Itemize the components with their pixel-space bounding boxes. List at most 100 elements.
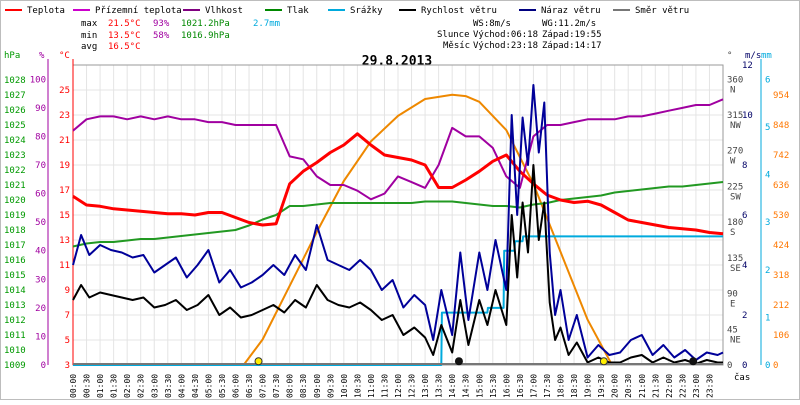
sunrise-info: Východ:06:18 xyxy=(473,30,538,40)
tick-label-time: 22:30 xyxy=(678,374,687,398)
tick-label-rain: 5 xyxy=(765,123,770,133)
tick-label-time: 07:30 xyxy=(272,374,281,398)
tick-label-wind: 10 xyxy=(742,111,753,121)
tick-label-time: 18:00 xyxy=(557,374,566,398)
tick-label-time: 14:00 xyxy=(448,374,457,398)
wind-gust-info: WG:11.2m/s xyxy=(542,19,596,29)
tick-label-time: 02:00 xyxy=(123,374,132,398)
tick-label-time: 23:30 xyxy=(705,374,714,398)
tick-label-hpa: 1024 xyxy=(4,136,26,146)
stat-max-rain: 2.7mm xyxy=(253,19,280,29)
tick-label-compass: N xyxy=(730,85,735,95)
tick-label-humidity: 60 xyxy=(35,190,46,200)
tick-label-time: 16:00 xyxy=(502,374,511,398)
tick-label-time: 22:00 xyxy=(665,374,674,398)
tick-label-direction: 0 xyxy=(727,361,732,371)
tick-label-time: 03:30 xyxy=(164,374,173,398)
tick-label-radiation: 424 xyxy=(773,241,789,251)
tick-label-time: 21:30 xyxy=(651,374,660,398)
tick-label-hpa: 1021 xyxy=(4,181,26,191)
tick-label-wind: 2 xyxy=(742,311,747,321)
tick-label-radiation: 0 xyxy=(773,361,778,371)
tick-label-hpa: 1027 xyxy=(4,91,26,101)
tick-label-hpa: 1020 xyxy=(4,196,26,206)
tick-label-time: 11:30 xyxy=(380,374,389,398)
tick-label-rain: 1 xyxy=(765,313,770,323)
tick-label-humidity: 0 xyxy=(41,361,46,371)
axis-label-temperature: °C xyxy=(59,51,70,61)
tick-label-hpa: 1010 xyxy=(4,346,26,356)
event-marker xyxy=(599,357,608,366)
tick-label-time: 04:30 xyxy=(191,374,200,398)
tick-label-humidity: 80 xyxy=(35,132,46,142)
tick-label-direction: 315 xyxy=(727,111,743,121)
x-axis-ticks: 00:00 00:30 01:00 01:30 02:00 02:30 03:00 03:30… xyxy=(69,374,714,398)
series-line-wm2 xyxy=(242,93,613,366)
event-markers xyxy=(254,357,698,366)
tick-label-time: 10:00 xyxy=(340,374,349,398)
tick-label-temperature: 9 xyxy=(65,286,70,296)
tick-label-rain: 4 xyxy=(765,171,770,181)
tick-label-compass: SW xyxy=(730,192,741,202)
tick-label-time: 21:00 xyxy=(638,374,647,398)
stat-min-pressure: 1016.9hPa xyxy=(181,31,230,41)
tick-label-time: 04:00 xyxy=(177,374,186,398)
tick-label-hpa: 1014 xyxy=(4,286,26,296)
tick-label-time: 12:00 xyxy=(394,374,403,398)
moonset-info: Západ:14:17 xyxy=(542,41,602,51)
chart-title: 29.8.2013 xyxy=(362,54,432,69)
tick-label-hpa: 1009 xyxy=(4,361,26,371)
moonrise-info: Východ:23:18 xyxy=(473,41,538,51)
tick-label-compass: W xyxy=(730,157,736,167)
legend-entry: Náraz větru xyxy=(541,6,601,16)
tick-label-humidity: 100 xyxy=(30,75,46,85)
tick-label-time: 23:00 xyxy=(692,374,701,398)
tick-label-humidity: 30 xyxy=(35,275,46,285)
tick-label-time: 11:00 xyxy=(367,374,376,398)
legend-entry: Srážky xyxy=(350,6,383,16)
tick-label-humidity: 20 xyxy=(35,304,46,314)
tick-label-radiation: 848 xyxy=(773,121,789,131)
wind-speed-info: WS:8m/s xyxy=(473,19,511,29)
series-line-ms xyxy=(72,84,724,361)
axis-label-humidity: % xyxy=(39,51,45,61)
tick-label-wind: 12 xyxy=(742,61,753,71)
tick-label-rain: 0 xyxy=(765,361,770,371)
series-line-pct xyxy=(72,98,724,201)
tick-label-hpa: 1028 xyxy=(4,76,26,86)
tick-label-time: 00:30 xyxy=(83,374,92,398)
tick-label-time: 03:00 xyxy=(150,374,159,398)
tick-label-wind: 6 xyxy=(742,211,747,221)
stat-max-label: max xyxy=(81,19,98,29)
axis-label-hpa: hPa xyxy=(4,51,20,61)
tick-label-radiation: 106 xyxy=(773,331,789,341)
x-axis-label: čas xyxy=(734,372,750,383)
axis-label-direction: ° xyxy=(727,51,732,61)
axis-label-rain: mm xyxy=(761,51,772,61)
tick-label-wind: 0 xyxy=(742,361,747,371)
tick-label-time: 15:30 xyxy=(489,374,498,398)
tick-label-time: 13:30 xyxy=(435,374,444,398)
tick-label-direction: 135 xyxy=(727,254,743,264)
tick-label-time: 08:00 xyxy=(286,374,295,398)
tick-label-time: 20:00 xyxy=(611,374,620,398)
tick-label-temperature: 21 xyxy=(59,136,70,146)
tick-label-time: 07:00 xyxy=(259,374,268,398)
stat-avg-temp: 16.5°C xyxy=(108,42,141,52)
tick-label-radiation: 636 xyxy=(773,181,789,191)
tick-label-time: 09:00 xyxy=(313,374,322,398)
tick-label-hpa: 1011 xyxy=(4,331,26,341)
stat-min-humidity: 58% xyxy=(153,31,170,41)
tick-label-radiation: 212 xyxy=(773,301,789,311)
tick-label-rain: 2 xyxy=(765,266,770,276)
event-marker xyxy=(454,357,463,366)
stat-avg-label: avg xyxy=(81,42,97,52)
tick-label-time: 01:30 xyxy=(110,374,119,398)
tick-label-radiation: 742 xyxy=(773,151,789,161)
tick-label-radiation: 530 xyxy=(773,211,789,221)
legend-entry: Tlak xyxy=(287,6,309,16)
legend-entry: Vlhkost xyxy=(205,6,243,16)
tick-label-humidity: 40 xyxy=(35,247,46,257)
legend-entry: Rychlost větru xyxy=(421,6,497,16)
